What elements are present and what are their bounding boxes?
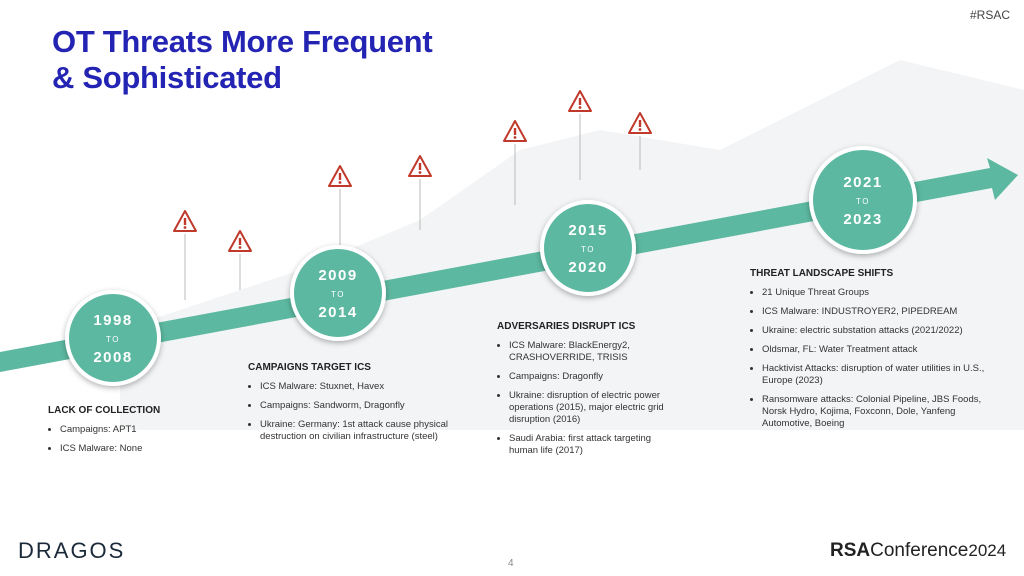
bullet: ICS Malware: None <box>60 443 233 455</box>
warning-mark <box>238 238 242 245</box>
timeline-arrow <box>0 158 1018 372</box>
slide-title: OT Threats More Frequent & Sophisticated <box>52 24 433 96</box>
bullet: Oldsmar, FL: Water Treatment attack <box>762 344 990 356</box>
period-to: TO <box>106 335 120 344</box>
warning-mark <box>183 218 187 225</box>
warning-dot <box>418 171 422 174</box>
period-end: 2020 <box>568 259 607 276</box>
dragos-logo: DRAGOS <box>18 538 126 563</box>
warning-markers <box>173 90 652 300</box>
period-heading: CAMPAIGNS TARGET ICS <box>248 362 371 373</box>
bullet: Campaigns: Dragonfly <box>509 371 682 383</box>
warning-dot <box>578 106 582 109</box>
bullet: Ransomware attacks: Colonial Pipeline, J… <box>762 394 990 430</box>
bullet: Ukraine: disruption of electric power op… <box>509 390 682 426</box>
bullet: ICS Malware: Stuxnet, Havex <box>260 381 453 393</box>
warning-mark <box>338 173 342 180</box>
period-end: 2014 <box>318 304 357 321</box>
period-end: 2023 <box>843 211 882 228</box>
bullet: ICS Malware: BlackEnergy2, CRASHOVERRIDE… <box>509 340 682 364</box>
period-start: 2021 <box>843 174 882 191</box>
rsa-year: 2024 <box>968 541 1007 560</box>
period-start: 2009 <box>318 267 357 284</box>
warning-dot <box>513 136 517 139</box>
hashtag: #RSAC <box>969 8 1010 22</box>
period-block: THREAT LANDSCAPE SHIFTS 21 Unique Threat … <box>750 268 990 437</box>
bullet-list: ICS Malware: BlackEnergy2, CRASHOVERRIDE… <box>497 340 682 457</box>
warning-mark <box>638 120 642 127</box>
bullet: 21 Unique Threat Groups <box>762 287 990 299</box>
period-circle <box>809 146 917 254</box>
warning-dot <box>238 246 242 249</box>
bullet: Saudi Arabia: first attack targeting hum… <box>509 433 682 457</box>
period-circle <box>540 200 636 296</box>
bullet: Campaigns: APT1 <box>60 424 233 436</box>
rsa-brand: RSA <box>830 540 871 561</box>
warning-mark <box>578 98 582 105</box>
title-line: OT Threats More Frequent <box>52 24 433 59</box>
period-circle <box>290 245 386 341</box>
period-heading: THREAT LANDSCAPE SHIFTS <box>750 268 894 279</box>
period-end: 2008 <box>93 349 132 366</box>
period-start: 2015 <box>568 222 607 239</box>
bullet: Ukraine: electric substation attacks (20… <box>762 325 990 337</box>
warning-mark <box>418 163 422 170</box>
period-block: LACK OF COLLECTION Campaigns: APT1 ICS Mal… <box>48 405 233 462</box>
title-line: & Sophisticated <box>52 60 282 95</box>
period-circle <box>65 290 161 386</box>
period-heading: ADVERSARIES DISRUPT ICS <box>497 321 636 332</box>
period-start: 1998 <box>93 312 132 329</box>
period-to: TO <box>331 290 345 299</box>
bullet: Campaigns: Sandworm, Dragonfly <box>260 400 453 412</box>
warning-dot <box>638 128 642 131</box>
warning-dot <box>338 181 342 184</box>
bullet-list: 21 Unique Threat Groups ICS Malware: INDU… <box>750 287 990 430</box>
warning-mark <box>513 128 517 135</box>
warning-dot <box>183 226 187 229</box>
rsa-logo: RSAConference2024 <box>830 540 1006 562</box>
bullet: Ukraine: Germany: 1st attack cause physi… <box>260 419 453 443</box>
bullet-list: Campaigns: APT1 ICS Malware: None <box>48 424 233 455</box>
period-block: ADVERSARIES DISRUPT ICS ICS Malware: Blac… <box>497 321 682 464</box>
period-heading: LACK OF COLLECTION <box>48 405 161 416</box>
period-to: TO <box>581 245 595 254</box>
period-block: CAMPAIGNS TARGET ICS ICS Malware: Stuxnet… <box>248 362 453 450</box>
bullet: ICS Malware: INDUSTROYER2, PIPEDREAM <box>762 306 990 318</box>
period-circles: 1998 TO 2008 2009 TO 2014 2015 TO 2020 2021 TO 2023 <box>65 146 917 386</box>
page-number: 4 <box>508 558 514 569</box>
bullet: Hacktivist Attacks: disruption of water … <box>762 363 990 387</box>
period-to: TO <box>856 197 870 206</box>
rsa-name: Conference <box>870 540 969 561</box>
bullet-list: ICS Malware: Stuxnet, Havex Campaigns: Sa… <box>248 381 453 443</box>
